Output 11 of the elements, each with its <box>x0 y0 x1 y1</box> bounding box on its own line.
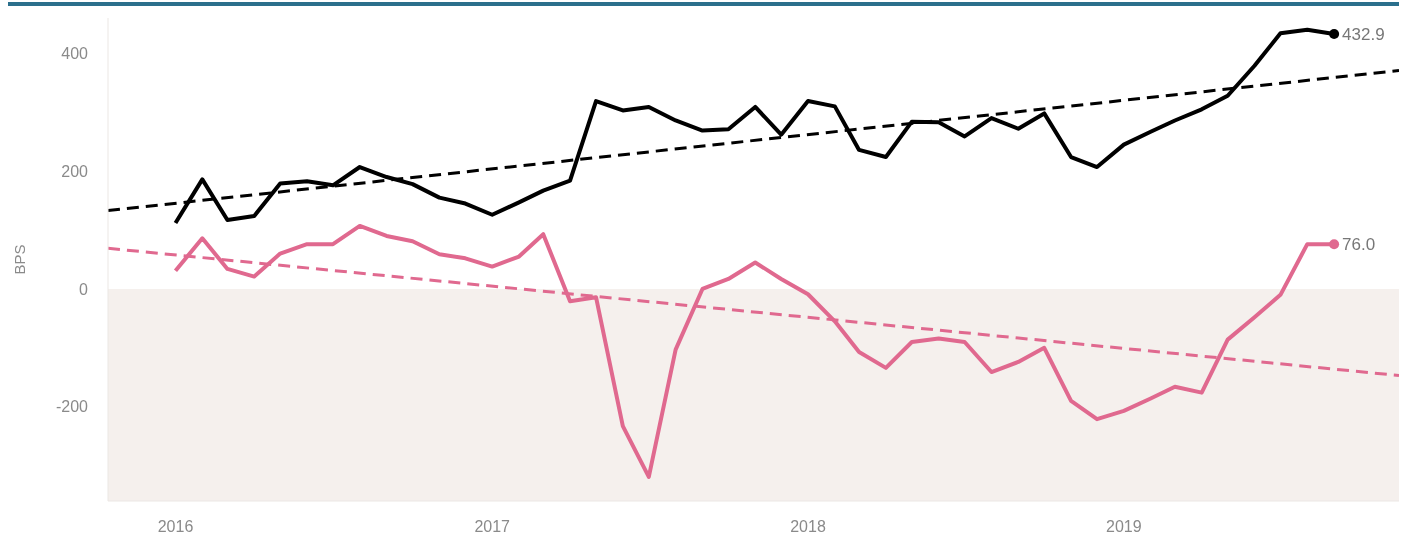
y-tick-label: 200 <box>61 162 89 180</box>
data-label: 432.9 <box>1342 24 1385 44</box>
x-tick-label: 2019 <box>1106 518 1142 536</box>
x-tick-label: 2016 <box>157 518 194 536</box>
y-tick-label: -200 <box>55 398 89 416</box>
y-axis-title: BPS <box>11 244 29 275</box>
x-tick-label: 2018 <box>790 518 826 536</box>
data-label: 76.0 <box>1342 235 1376 255</box>
y-tick-label: 400 <box>61 45 89 63</box>
x-tick-label: 2017 <box>474 518 511 536</box>
y-tick-label: 0 <box>79 280 89 298</box>
